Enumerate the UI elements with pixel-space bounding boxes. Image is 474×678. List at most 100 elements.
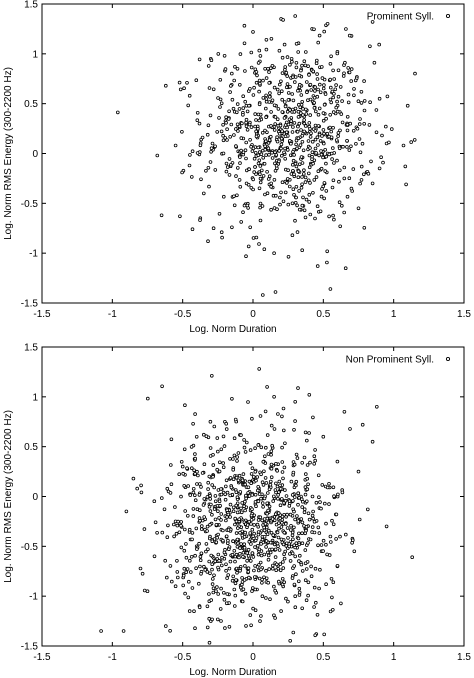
data-point	[204, 549, 208, 554]
data-point	[260, 480, 265, 485]
data-point	[282, 556, 287, 561]
data-point	[185, 81, 189, 85]
data-point	[184, 570, 189, 574]
data-point	[211, 463, 216, 467]
data-point	[242, 203, 247, 208]
data-point	[253, 124, 257, 129]
data-point	[279, 609, 283, 613]
data-point	[290, 233, 295, 238]
data-point	[313, 633, 318, 638]
data-point	[256, 484, 261, 489]
data-point	[179, 520, 184, 524]
data-point	[270, 566, 275, 571]
data-point	[321, 128, 326, 132]
data-point	[303, 63, 308, 68]
data-point	[295, 130, 300, 134]
data-point	[276, 579, 281, 584]
data-point	[316, 143, 320, 147]
data-point	[195, 547, 199, 551]
data-point	[352, 549, 357, 554]
data-point	[253, 446, 257, 451]
data-point	[239, 136, 244, 140]
data-point	[362, 108, 367, 113]
data-point	[236, 129, 240, 133]
data-point	[192, 468, 196, 473]
data-point	[234, 503, 239, 508]
data-point	[165, 486, 170, 491]
data-point	[324, 116, 328, 121]
data-point	[332, 77, 337, 81]
data-point	[306, 171, 311, 176]
data-point	[291, 187, 296, 192]
data-point	[177, 472, 182, 477]
data-point	[121, 629, 126, 633]
data-point	[286, 168, 290, 173]
data-point	[208, 419, 213, 424]
data-point	[272, 103, 277, 108]
data-point	[253, 575, 257, 579]
data-point	[175, 523, 180, 528]
data-point	[296, 88, 300, 93]
data-point	[297, 495, 301, 500]
data-point	[218, 105, 222, 109]
data-point	[294, 185, 299, 189]
data-point	[293, 399, 298, 404]
data-point	[281, 566, 286, 570]
data-point	[289, 141, 293, 146]
data-point	[269, 423, 274, 428]
data-point	[353, 78, 358, 83]
data-point	[277, 131, 282, 136]
data-point	[177, 80, 182, 85]
data-point	[258, 201, 263, 206]
data-point	[273, 588, 277, 593]
data-point	[267, 70, 271, 74]
data-point	[296, 109, 301, 114]
data-point	[289, 56, 294, 61]
data-point	[224, 478, 229, 483]
data-point	[239, 220, 244, 224]
data-point	[182, 548, 187, 553]
data-point	[307, 517, 312, 522]
data-point	[313, 146, 318, 151]
data-point	[285, 512, 289, 517]
data-point	[267, 138, 272, 142]
data-point	[190, 466, 194, 471]
data-point	[197, 581, 201, 586]
data-point	[283, 498, 288, 503]
data-point	[296, 136, 301, 141]
data-point	[273, 512, 278, 516]
data-point	[234, 531, 239, 535]
data-point	[235, 102, 240, 106]
data-point	[272, 251, 276, 256]
data-point	[360, 422, 365, 427]
data-point	[215, 467, 220, 472]
data-point	[173, 143, 178, 148]
data-point	[238, 490, 243, 494]
data-point	[316, 169, 321, 174]
data-point	[255, 522, 260, 527]
data-point	[237, 178, 242, 182]
data-point	[282, 42, 287, 47]
data-point	[304, 438, 309, 443]
data-point	[271, 533, 276, 537]
data-point	[276, 496, 280, 501]
data-point	[293, 75, 298, 79]
data-point	[262, 469, 266, 474]
data-point	[273, 122, 278, 126]
data-point	[226, 538, 230, 543]
data-point	[282, 100, 287, 104]
data-point	[331, 110, 336, 114]
data-point	[256, 145, 261, 150]
x-tick-label: -1.5	[33, 652, 51, 663]
data-point	[389, 127, 394, 131]
data-point	[340, 99, 344, 103]
data-point	[359, 164, 364, 169]
data-point	[234, 475, 239, 480]
data-point	[336, 68, 341, 73]
data-point	[244, 120, 248, 125]
data-point	[285, 110, 290, 114]
data-point	[327, 214, 331, 219]
data-point	[283, 67, 287, 72]
data-point	[280, 71, 285, 75]
data-point	[294, 41, 299, 46]
